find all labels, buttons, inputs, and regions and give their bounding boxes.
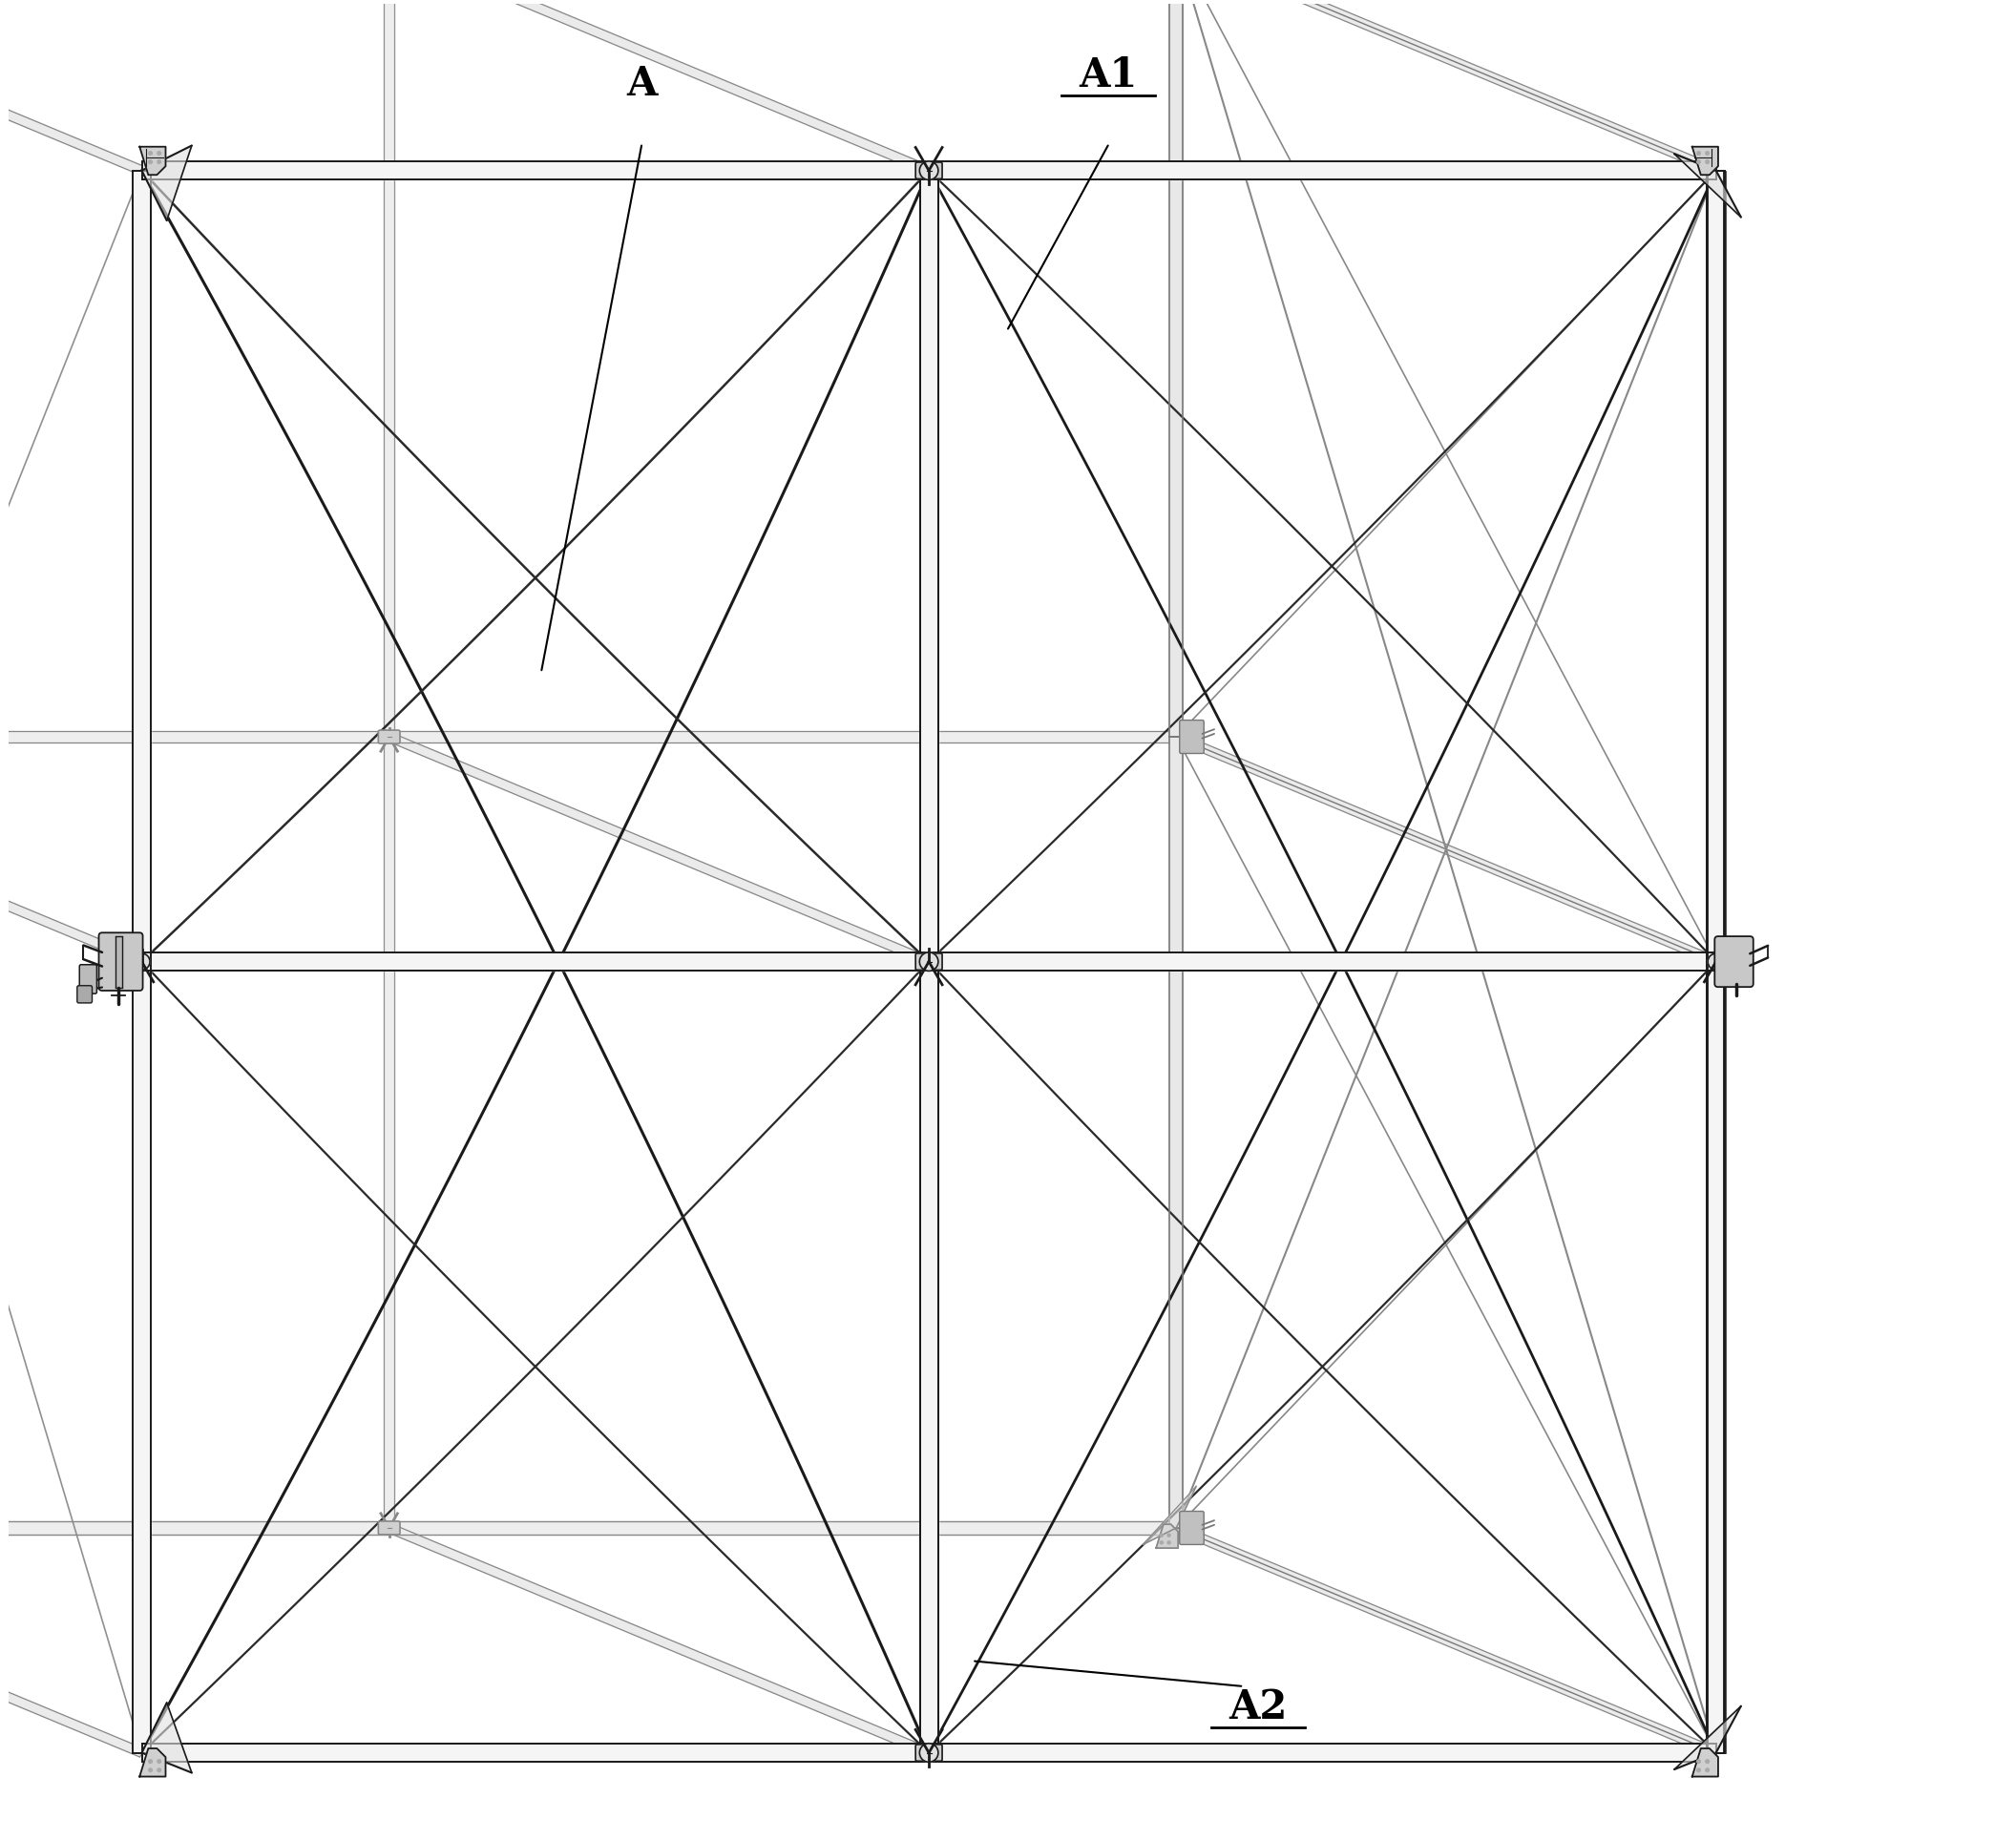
Circle shape bbox=[157, 1768, 161, 1772]
Circle shape bbox=[1708, 953, 1724, 970]
Polygon shape bbox=[141, 1744, 929, 1763]
Polygon shape bbox=[1175, 1524, 1718, 1757]
Circle shape bbox=[1706, 1759, 1710, 1763]
FancyBboxPatch shape bbox=[379, 730, 399, 743]
Polygon shape bbox=[929, 1744, 1716, 1763]
Polygon shape bbox=[0, 730, 1175, 743]
FancyBboxPatch shape bbox=[77, 986, 93, 1003]
Polygon shape bbox=[1675, 1706, 1742, 1770]
Polygon shape bbox=[0, 1522, 1175, 1535]
Circle shape bbox=[383, 730, 395, 743]
Polygon shape bbox=[1708, 171, 1726, 962]
FancyBboxPatch shape bbox=[1716, 937, 1754, 986]
Circle shape bbox=[1697, 160, 1699, 164]
Polygon shape bbox=[0, 1524, 143, 1757]
FancyBboxPatch shape bbox=[379, 1522, 399, 1535]
Text: A1: A1 bbox=[1079, 55, 1137, 96]
Text: A2: A2 bbox=[1228, 1687, 1286, 1728]
Polygon shape bbox=[0, 0, 143, 175]
Polygon shape bbox=[133, 962, 151, 1754]
FancyBboxPatch shape bbox=[915, 162, 941, 178]
Circle shape bbox=[1167, 1542, 1171, 1544]
Polygon shape bbox=[387, 0, 931, 175]
Circle shape bbox=[1706, 160, 1710, 164]
Polygon shape bbox=[919, 962, 937, 1754]
Polygon shape bbox=[0, 1524, 389, 1533]
Polygon shape bbox=[387, 1524, 931, 1757]
Polygon shape bbox=[1171, 736, 1181, 1527]
Polygon shape bbox=[385, 736, 395, 1527]
Polygon shape bbox=[139, 1748, 165, 1777]
Polygon shape bbox=[141, 1702, 192, 1772]
Circle shape bbox=[1706, 1768, 1710, 1772]
Polygon shape bbox=[1675, 155, 1742, 217]
Polygon shape bbox=[919, 171, 937, 1754]
Circle shape bbox=[149, 1768, 151, 1772]
Polygon shape bbox=[1708, 171, 1724, 1754]
FancyBboxPatch shape bbox=[1179, 1511, 1204, 1544]
Polygon shape bbox=[141, 953, 929, 972]
Polygon shape bbox=[1143, 1487, 1195, 1544]
Circle shape bbox=[149, 160, 151, 164]
Circle shape bbox=[1706, 151, 1710, 155]
Circle shape bbox=[919, 953, 937, 972]
Polygon shape bbox=[1169, 736, 1183, 1527]
Polygon shape bbox=[1169, 0, 1183, 736]
Polygon shape bbox=[389, 1524, 1175, 1533]
Circle shape bbox=[1159, 1542, 1163, 1544]
Polygon shape bbox=[387, 732, 931, 966]
FancyBboxPatch shape bbox=[1179, 719, 1204, 753]
Circle shape bbox=[149, 151, 151, 155]
Circle shape bbox=[149, 1759, 151, 1763]
Text: A: A bbox=[627, 64, 657, 103]
Polygon shape bbox=[919, 171, 937, 962]
Polygon shape bbox=[133, 171, 151, 962]
Circle shape bbox=[1159, 1535, 1163, 1536]
FancyBboxPatch shape bbox=[79, 964, 97, 994]
Circle shape bbox=[157, 151, 161, 155]
Polygon shape bbox=[1691, 1748, 1718, 1777]
FancyBboxPatch shape bbox=[99, 933, 143, 990]
Circle shape bbox=[1697, 1768, 1699, 1772]
Circle shape bbox=[133, 953, 149, 970]
FancyBboxPatch shape bbox=[915, 953, 941, 970]
Polygon shape bbox=[0, 732, 389, 742]
Polygon shape bbox=[1155, 1524, 1177, 1547]
Circle shape bbox=[157, 160, 161, 164]
Polygon shape bbox=[1171, 0, 1181, 736]
Polygon shape bbox=[115, 937, 121, 988]
Polygon shape bbox=[139, 147, 165, 175]
Circle shape bbox=[1167, 1535, 1171, 1536]
Circle shape bbox=[1697, 151, 1699, 155]
Circle shape bbox=[1697, 1759, 1699, 1763]
Circle shape bbox=[157, 1759, 161, 1763]
Polygon shape bbox=[141, 162, 929, 180]
Polygon shape bbox=[1175, 0, 1718, 175]
Circle shape bbox=[383, 1522, 395, 1535]
Polygon shape bbox=[0, 732, 143, 966]
Polygon shape bbox=[929, 162, 1716, 180]
FancyBboxPatch shape bbox=[915, 1744, 941, 1761]
Polygon shape bbox=[929, 953, 1716, 972]
Polygon shape bbox=[385, 0, 395, 736]
Polygon shape bbox=[141, 145, 192, 221]
Polygon shape bbox=[1708, 962, 1726, 1754]
Circle shape bbox=[919, 162, 937, 180]
Polygon shape bbox=[389, 732, 1175, 742]
Polygon shape bbox=[1691, 147, 1718, 175]
Polygon shape bbox=[1175, 732, 1718, 966]
Circle shape bbox=[919, 1744, 937, 1763]
